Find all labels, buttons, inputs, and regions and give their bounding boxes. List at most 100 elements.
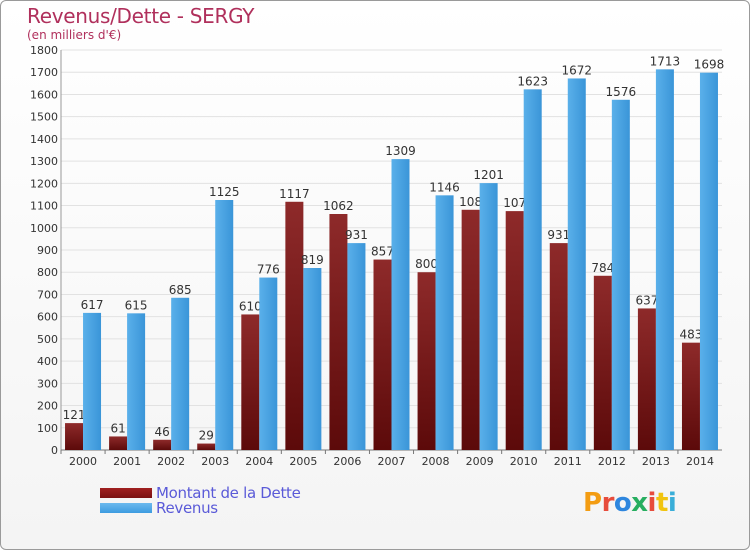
legend-item-revenus: Revenus bbox=[100, 498, 301, 517]
data-label-dette: 610 bbox=[239, 299, 262, 313]
x-tick-label: 2011 bbox=[554, 455, 582, 468]
bar-revenus bbox=[435, 195, 454, 450]
data-label-revenus: 776 bbox=[257, 263, 280, 277]
bar-dette bbox=[505, 211, 524, 450]
data-label-dette: 800 bbox=[415, 257, 438, 271]
bar-dette bbox=[153, 439, 172, 450]
bar-revenus bbox=[567, 78, 586, 450]
bar-dette bbox=[197, 443, 216, 450]
data-label-revenus: 617 bbox=[81, 298, 104, 312]
brand-letter: r bbox=[601, 488, 615, 518]
data-label-dette: 784 bbox=[591, 261, 614, 275]
brand-logo: Proxiti bbox=[583, 488, 677, 518]
brand-letter: i bbox=[667, 488, 677, 518]
data-label-revenus: 1713 bbox=[650, 54, 681, 68]
data-label-revenus: 1623 bbox=[517, 74, 548, 88]
bar-revenus bbox=[83, 312, 102, 450]
bar-revenus bbox=[215, 200, 234, 450]
brand-letter: i bbox=[647, 488, 657, 518]
brand-letter: o bbox=[613, 488, 632, 518]
y-tick-label: 200 bbox=[37, 400, 58, 413]
x-tick-label: 2004 bbox=[245, 455, 273, 468]
legend-item-dette: Montant de la Dette bbox=[100, 483, 301, 502]
data-label-dette: 637 bbox=[635, 293, 658, 307]
x-tick-label: 2003 bbox=[201, 455, 229, 468]
x-tick-label: 2008 bbox=[422, 455, 450, 468]
y-tick-label: 900 bbox=[37, 244, 58, 257]
x-tick-label: 2010 bbox=[510, 455, 538, 468]
data-label-revenus: 1576 bbox=[606, 85, 637, 99]
data-label-dette: 107 bbox=[503, 196, 526, 210]
y-tick-label: 400 bbox=[37, 355, 58, 368]
x-tick-label: 2007 bbox=[378, 455, 406, 468]
data-label-revenus: 819 bbox=[301, 253, 324, 267]
data-label-dette: 121 bbox=[63, 408, 86, 422]
brand-letter: x bbox=[631, 488, 648, 518]
bar-dette bbox=[329, 214, 348, 450]
bar-revenus bbox=[611, 99, 630, 451]
data-label-dette: 29 bbox=[199, 429, 214, 443]
bar-dette bbox=[681, 342, 700, 450]
data-label-revenus: 1146 bbox=[429, 180, 460, 194]
legend-label-revenus: Revenus bbox=[156, 498, 218, 517]
bar-revenus bbox=[127, 313, 146, 450]
data-label-revenus: 1309 bbox=[385, 144, 416, 158]
x-tick-label: 2014 bbox=[686, 455, 714, 468]
y-tick-label: 1400 bbox=[30, 133, 58, 146]
x-tick-label: 2005 bbox=[289, 455, 317, 468]
bar-revenus bbox=[699, 72, 718, 451]
chart-subtitle: (en milliers d'€) bbox=[27, 28, 122, 42]
y-tick-label: 1300 bbox=[30, 155, 58, 168]
bar-revenus bbox=[391, 159, 410, 450]
y-tick-label: 1200 bbox=[30, 177, 58, 190]
bar-revenus bbox=[259, 277, 278, 450]
y-tick-label: 1000 bbox=[30, 222, 58, 235]
x-tick-label: 2012 bbox=[598, 455, 626, 468]
bar-dette bbox=[65, 423, 84, 450]
y-tick-label: 300 bbox=[37, 377, 58, 390]
data-label-dette: 1062 bbox=[323, 199, 354, 213]
y-tick-label: 0 bbox=[51, 444, 58, 457]
data-label-dette: 46 bbox=[155, 425, 170, 439]
y-tick-label: 1100 bbox=[30, 200, 58, 213]
bar-dette bbox=[461, 209, 480, 450]
data-label-dette: 61 bbox=[110, 421, 125, 435]
bar-dette bbox=[109, 436, 128, 450]
bar-dette bbox=[241, 314, 260, 450]
brand-letter: P bbox=[583, 488, 602, 518]
data-label-dette: 1117 bbox=[279, 187, 310, 201]
bar-revenus bbox=[303, 268, 322, 450]
x-tick-label: 2000 bbox=[69, 455, 97, 468]
x-tick-label: 2013 bbox=[642, 455, 670, 468]
bar-dette bbox=[373, 259, 392, 450]
bar-revenus bbox=[171, 297, 190, 450]
chart-title: Revenus/Dette - SERGY bbox=[27, 4, 255, 28]
x-tick-label: 2009 bbox=[466, 455, 494, 468]
data-label-revenus: 1201 bbox=[473, 168, 504, 182]
data-label-revenus: 1698 bbox=[694, 58, 725, 72]
bar-dette bbox=[637, 308, 656, 450]
data-label-dette: 108 bbox=[459, 195, 482, 209]
y-tick-label: 700 bbox=[37, 288, 58, 301]
legend-label-dette: Montant de la Dette bbox=[156, 483, 301, 502]
y-tick-label: 1700 bbox=[30, 66, 58, 79]
data-label-revenus: 685 bbox=[169, 283, 192, 297]
x-tick-label: 2006 bbox=[333, 455, 361, 468]
bar-dette bbox=[593, 275, 612, 450]
brand-letter: t bbox=[655, 488, 668, 518]
bar-dette bbox=[285, 201, 304, 450]
legend-swatch-dette bbox=[100, 487, 152, 498]
y-tick-label: 100 bbox=[37, 422, 58, 435]
legend: Montant de la Dette Revenus bbox=[100, 483, 301, 517]
y-tick-label: 1600 bbox=[30, 88, 58, 101]
bar-revenus bbox=[347, 243, 366, 450]
x-tick-label: 2001 bbox=[113, 455, 141, 468]
data-label-revenus: 1125 bbox=[209, 185, 240, 199]
data-label-revenus: 1672 bbox=[561, 63, 592, 77]
bar-revenus bbox=[479, 183, 498, 450]
data-label-dette: 857 bbox=[371, 245, 394, 259]
legend-swatch-revenus bbox=[100, 502, 152, 513]
y-tick-label: 1800 bbox=[30, 44, 58, 57]
bar-dette bbox=[417, 272, 436, 450]
